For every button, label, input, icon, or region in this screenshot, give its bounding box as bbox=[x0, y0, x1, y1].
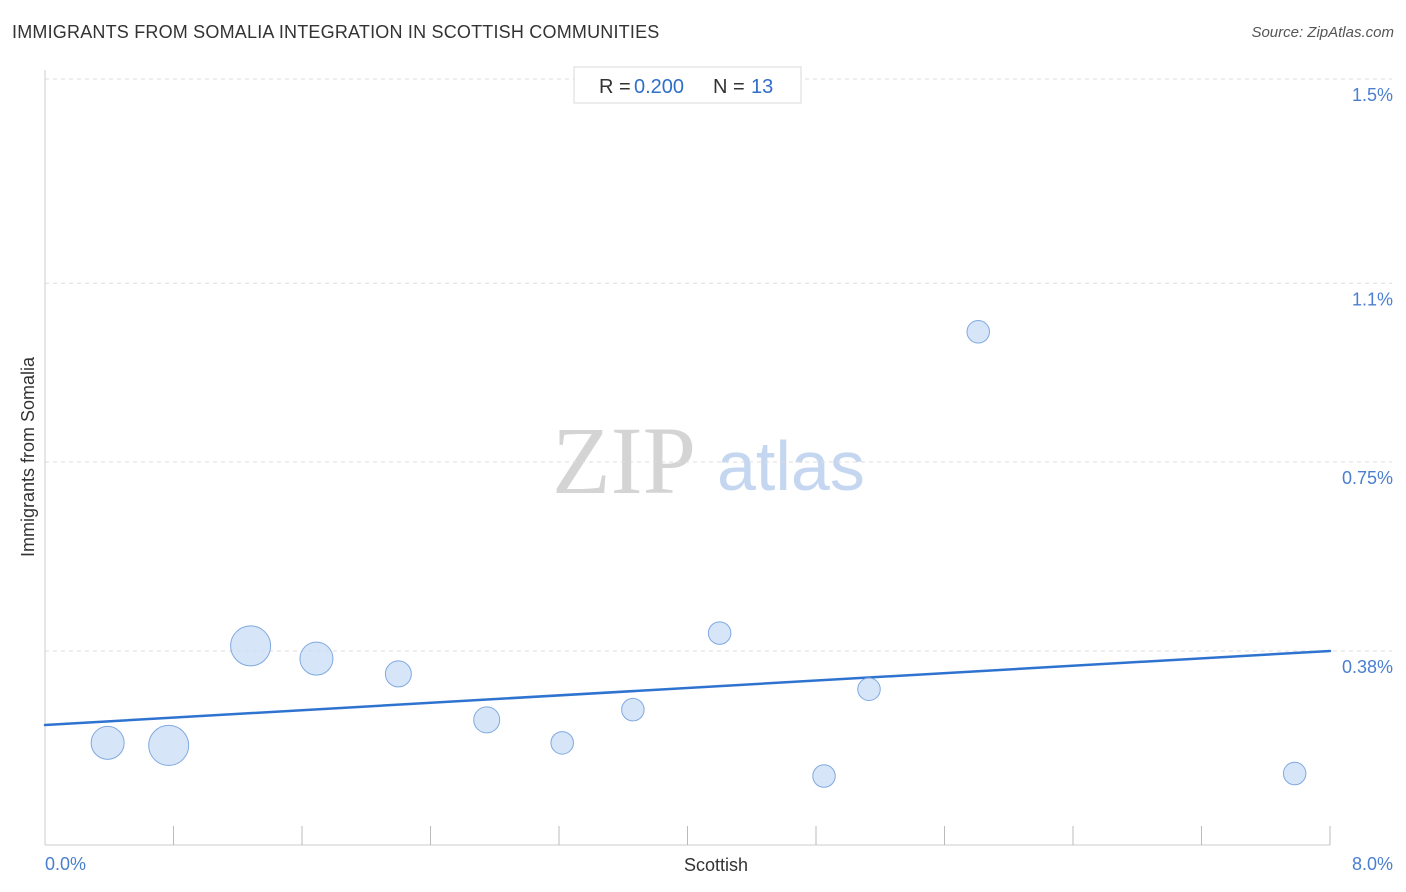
trend-line-group bbox=[43, 649, 1332, 727]
y-tick-label: 1.5% bbox=[1352, 85, 1393, 105]
x-tick-labels: 0.0% 8.0% bbox=[45, 854, 1393, 874]
grid-lines bbox=[45, 78, 1392, 652]
x-axis-ticks bbox=[173, 826, 1331, 845]
watermark-atlas: atlas bbox=[717, 427, 865, 505]
x-tick-label: 8.0% bbox=[1352, 854, 1393, 874]
x-axis-title: Scottish bbox=[684, 855, 748, 875]
data-point bbox=[857, 677, 881, 701]
data-point bbox=[473, 706, 501, 734]
y-tick-label: 0.38% bbox=[1342, 657, 1393, 677]
data-point bbox=[812, 764, 836, 788]
data-point bbox=[966, 320, 990, 344]
watermark-zip: ZIP bbox=[552, 407, 696, 514]
data-points bbox=[90, 320, 1307, 788]
trend-line bbox=[43, 649, 1332, 727]
data-point bbox=[90, 725, 125, 760]
n-label: N = bbox=[713, 76, 745, 98]
data-point bbox=[148, 724, 190, 766]
chart-title: IMMIGRANTS FROM SOMALIA INTEGRATION IN S… bbox=[12, 22, 660, 42]
data-point bbox=[550, 731, 574, 755]
n-value: 13 bbox=[751, 76, 773, 98]
y-tick-label: 0.75% bbox=[1342, 468, 1393, 488]
x-tick-label: 0.0% bbox=[45, 854, 86, 874]
stats-box: R = 0.200 N = 13 bbox=[573, 66, 802, 104]
y-tick-label: 1.1% bbox=[1352, 289, 1393, 309]
watermark: ZIP atlas bbox=[552, 407, 865, 514]
axes bbox=[44, 70, 1331, 846]
y-axis-title: Immigrants from Somalia bbox=[18, 356, 38, 557]
r-value: 0.200 bbox=[634, 76, 684, 98]
y-tick-labels: 0.38% 0.75% 1.1% 1.5% bbox=[1342, 85, 1393, 677]
data-point bbox=[707, 621, 732, 645]
data-point bbox=[230, 625, 272, 667]
r-label: R = bbox=[599, 76, 631, 98]
data-point bbox=[621, 697, 645, 722]
stats-box-frame bbox=[573, 66, 802, 104]
data-point bbox=[384, 660, 412, 688]
source-credit: Source: ZipAtlas.com bbox=[1251, 24, 1394, 41]
data-point bbox=[1282, 761, 1307, 786]
data-point bbox=[299, 641, 334, 676]
